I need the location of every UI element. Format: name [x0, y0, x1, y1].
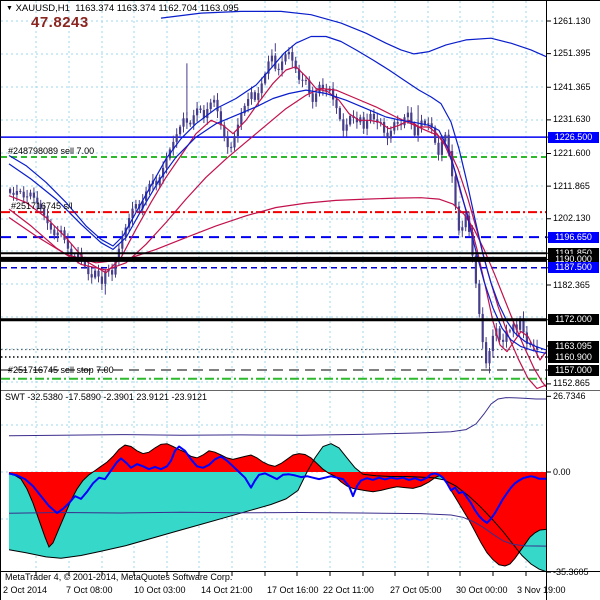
price-axis-highlight-label: 1191.850 — [548, 247, 599, 259]
oscillator-axis-label: 0.00 — [553, 466, 571, 477]
price-axis-label: 1211.865 — [553, 180, 590, 191]
support-resistance-lines — [1, 252, 546, 322]
symbol-dropdown-icon[interactable]: ▼ — [6, 5, 13, 12]
time-axis-label: 27 Oct 05:00 — [390, 585, 442, 595]
price-axis-highlight-label: 1157.000 — [548, 364, 599, 376]
price-axis-highlight-label: 1196.650 — [548, 231, 599, 243]
price-axis-label: 1152.865 — [553, 378, 590, 389]
oscillator-values-readout: SWT -32.5380 -17.5890 -2.3901 23.9121 -2… — [5, 392, 207, 402]
order-label-sell: #248798089 sell 7.00 — [8, 146, 94, 156]
time-axis-label: 14 Oct 21:00 — [201, 585, 253, 595]
symbol-timeframe: XAUUSD,H1 — [15, 3, 70, 14]
price-axis-label: 1231.630 — [553, 114, 591, 125]
price-axis-label: 1202.130 — [553, 213, 591, 224]
time-axis-label: 22 Oct 11:00 — [323, 585, 374, 595]
price-axis-highlight-label: 1163.095 — [548, 340, 599, 352]
order-label-sellstop: #251716745 sell stop 7.00 — [8, 365, 114, 375]
time-axis-label: 3 Nov 19:00 — [517, 585, 566, 595]
price-axis-highlight-label: 1190.000 — [548, 253, 599, 265]
time-axis-label: 17 Oct 16:00 — [267, 585, 319, 595]
chart-title[interactable]: ▼ XAUUSD,H1 1163.374 1163.374 1162.704 1… — [6, 3, 239, 14]
price-axis-highlight-label: 1187.500 — [548, 262, 599, 274]
time-axis-label: 10 Oct 03:00 — [134, 585, 186, 595]
price-axis-label: 1221.600 — [553, 147, 591, 158]
oscillator-axis-label: -35.3605 — [553, 566, 589, 577]
price-axis-label: 1182.365 — [553, 279, 590, 290]
price-axis-highlight-label: 1160.900 — [548, 351, 599, 363]
time-axis-label: 2 Oct 2014 — [3, 585, 48, 595]
time-axis-label: 30 Oct 00:00 — [456, 585, 508, 595]
price-axis-label: 1251.395 — [553, 48, 591, 59]
indicator-curves — [8, 10, 547, 390]
price-axis-highlight-label: 1226.500 — [548, 131, 599, 143]
price-axis-label: 1241.365 — [553, 81, 591, 92]
oscillator-panel — [8, 397, 547, 573]
ohlc-readout: 1163.374 1163.374 1162.704 1163.095 — [75, 3, 239, 14]
time-axis-label: 7 Oct 08:00 — [66, 585, 113, 595]
spread-value: 47.8243 — [31, 14, 89, 31]
copyright-text: MetaTrader 4, © 2001-2014, MetaQuotes So… — [5, 572, 233, 582]
oscillator-axis-label: 26.7346 — [553, 390, 586, 401]
order-label-stoploss: #251716745 s/l — [11, 201, 73, 211]
price-axis-highlight-label: 1172.000 — [548, 314, 599, 326]
price-axis-label: 1261.130 — [553, 15, 591, 26]
